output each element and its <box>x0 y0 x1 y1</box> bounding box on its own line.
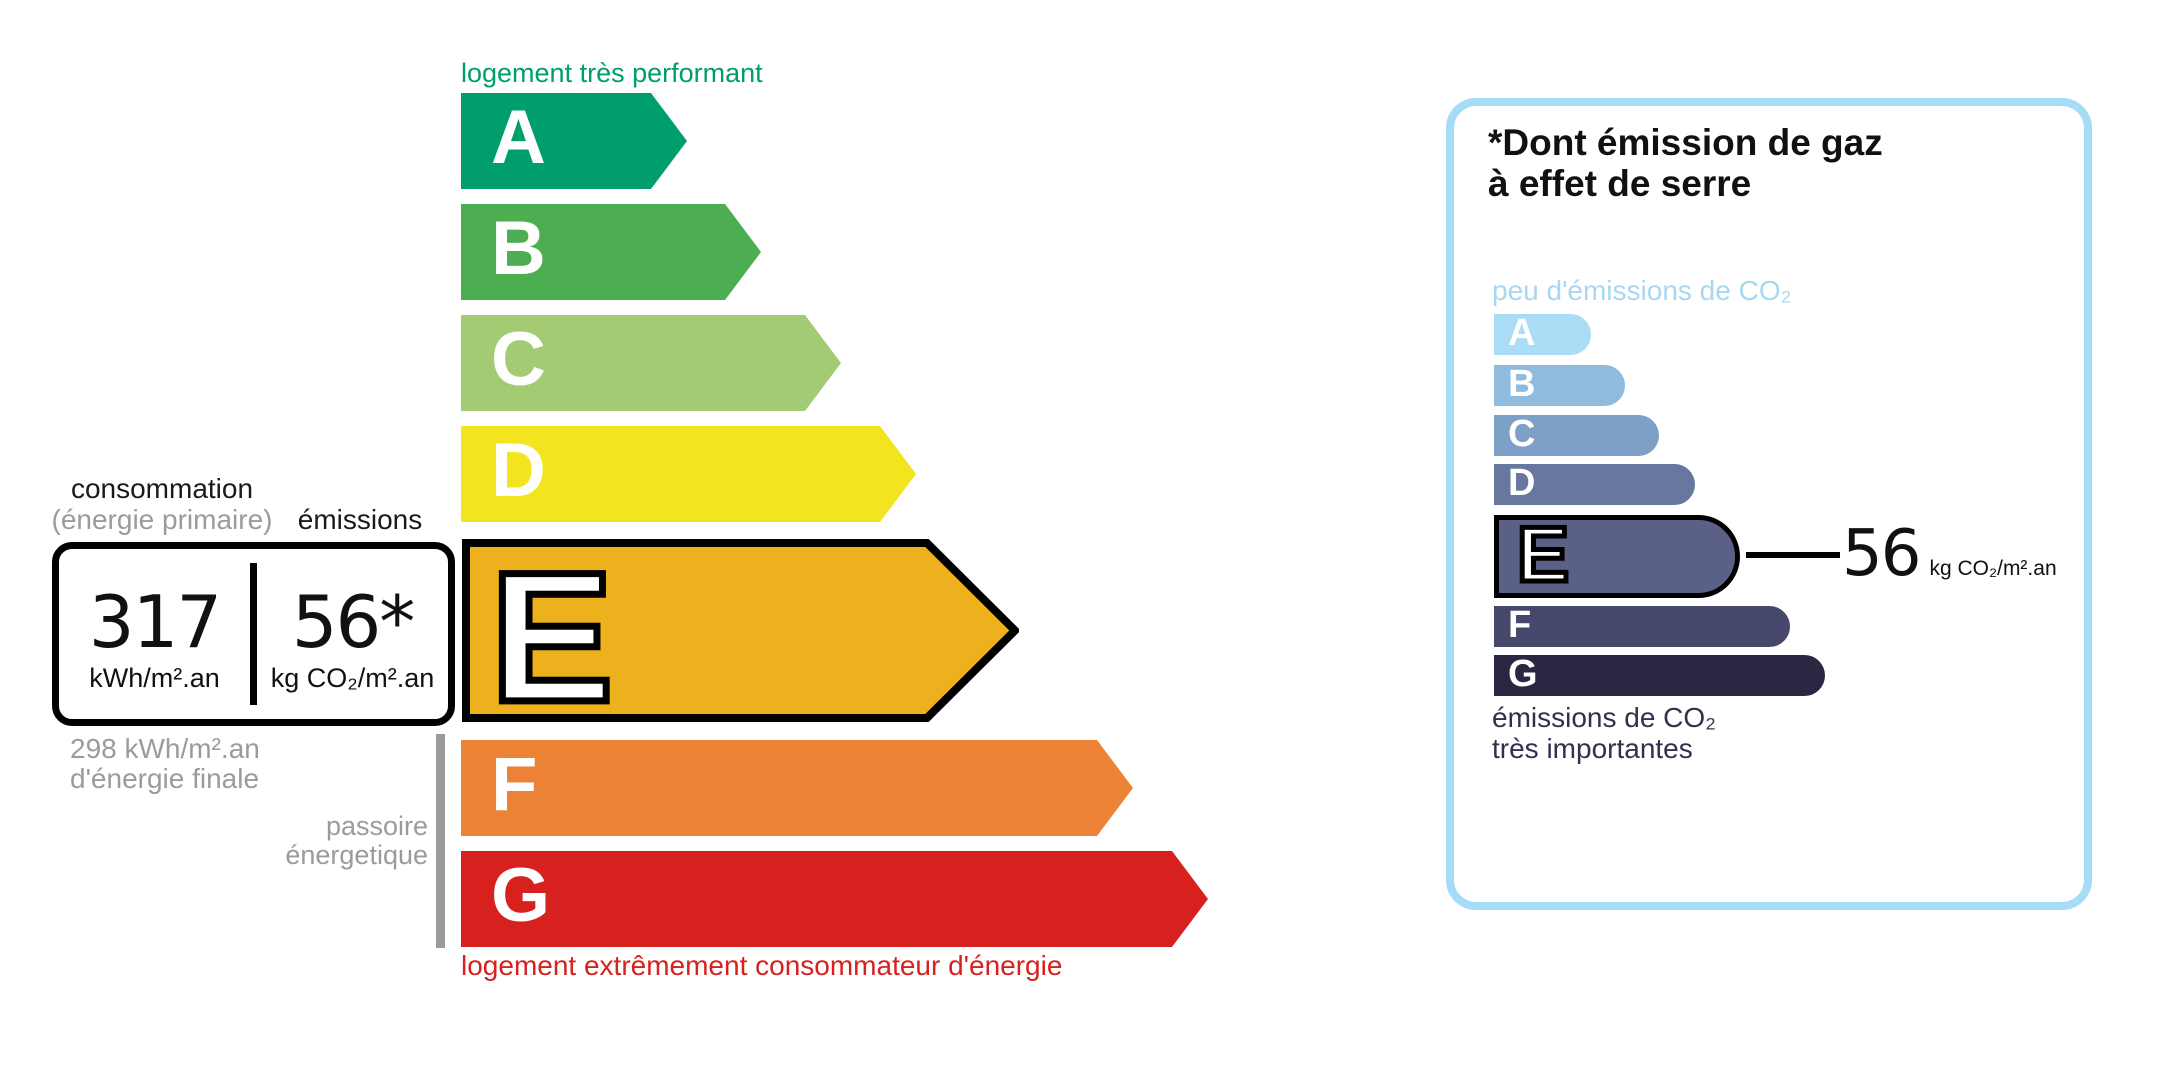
final-energy-line2: d'énergie finale <box>70 763 260 794</box>
energy-class-arrow-f: F <box>461 740 1133 836</box>
energy-sieve-line1: passoire <box>325 811 428 841</box>
co2-value: 56 <box>1842 517 1921 591</box>
co2-class-letter-a: A <box>1508 311 1536 354</box>
co2-value-connector-line <box>1746 552 1840 558</box>
co2-panel-title: *Dont émission de gaz à effet de serre <box>1488 122 1883 204</box>
co2-class-letter-e: E <box>1514 509 1571 598</box>
co2-class-letter-c: C <box>1508 412 1536 455</box>
emissions-unit: kg CO₂/m².an <box>270 663 435 693</box>
energy-sieve-bracket-bar <box>436 734 445 948</box>
value-box-divider <box>250 563 257 705</box>
co2-panel-title-line2: à effet de serre <box>1488 163 1752 204</box>
co2-class-letter-g: G <box>1508 652 1538 695</box>
co2-caption-high-line2: très importantes <box>1492 733 1693 764</box>
consumption-value: 317 <box>88 580 222 664</box>
final-energy-line1: 298 kWh/m².an <box>70 733 260 764</box>
co2-panel-title-line1: *Dont émission de gaz <box>1488 122 1883 163</box>
energy-class-arrow-d: D <box>461 426 916 522</box>
co2-class-bar-e-selected: E <box>1494 509 1740 598</box>
energy-class-letter-c: C <box>491 317 546 402</box>
co2-class-bar-f: F <box>1494 606 1790 647</box>
caption-very-efficient: logement très performant <box>461 58 763 88</box>
consumption-unit: kWh/m².an <box>89 663 220 693</box>
co2-caption-high: émissions de CO₂ très importantes <box>1492 702 1716 764</box>
co2-value-unit: kg CO₂/m².an <box>1929 557 2057 580</box>
emissions-cell: 56* kg CO₂/m².an <box>257 549 448 719</box>
co2-class-letter-f: F <box>1508 603 1532 646</box>
emissions-value: 56* <box>291 580 416 664</box>
co2-class-bar-c: C <box>1494 415 1659 456</box>
energy-class-arrow-e-selected: E <box>462 539 1019 733</box>
co2-class-bar-a: A <box>1494 314 1591 355</box>
primary-energy-sublabel: (énergie primaire) <box>51 504 273 535</box>
energy-class-e-shape <box>462 539 1019 722</box>
energy-class-letter-b: B <box>491 206 546 291</box>
consumption-label: consommation <box>70 473 254 504</box>
energy-class-letter-d: D <box>491 428 546 513</box>
final-energy-note: 298 kWh/m².an d'énergie finale <box>70 734 260 794</box>
co2-caption-high-line1: émissions de CO₂ <box>1492 702 1717 733</box>
consumption-cell: 317 kWh/m².an <box>59 549 250 719</box>
energy-sieve-line2: énergetique <box>285 840 428 870</box>
value-box: 317 kWh/m².an 56* kg CO₂/m².an <box>52 542 455 726</box>
caption-very-consuming: logement extrêmement consommateur d'éner… <box>461 950 1063 981</box>
co2-emissions-panel: *Dont émission de gaz à effet de serre p… <box>1446 98 2092 910</box>
emissions-label: émissions <box>297 504 423 535</box>
co2-class-letter-b: B <box>1508 362 1536 405</box>
co2-class-bar-d: D <box>1494 464 1695 505</box>
energy-class-arrow-b: B <box>461 204 761 300</box>
co2-class-letter-d: D <box>1508 461 1536 504</box>
energy-class-letter-g: G <box>491 853 551 938</box>
energy-class-letter-f: F <box>491 742 538 827</box>
energy-class-letter-a: A <box>491 95 546 180</box>
co2-caption-low: peu d'émissions de CO₂ <box>1492 275 1792 306</box>
energy-class-arrow-a: A <box>461 93 687 189</box>
co2-class-bar-b: B <box>1494 365 1625 406</box>
co2-value-row: 56 kg CO₂/m².an <box>1842 522 2057 586</box>
energy-class-letter-e: E <box>486 534 616 741</box>
energy-class-arrow-g: G <box>461 851 1208 947</box>
energy-class-arrow-c: C <box>461 315 841 411</box>
energy-sieve-label: passoire énergetique <box>228 812 428 870</box>
co2-class-bar-g: G <box>1494 655 1825 696</box>
